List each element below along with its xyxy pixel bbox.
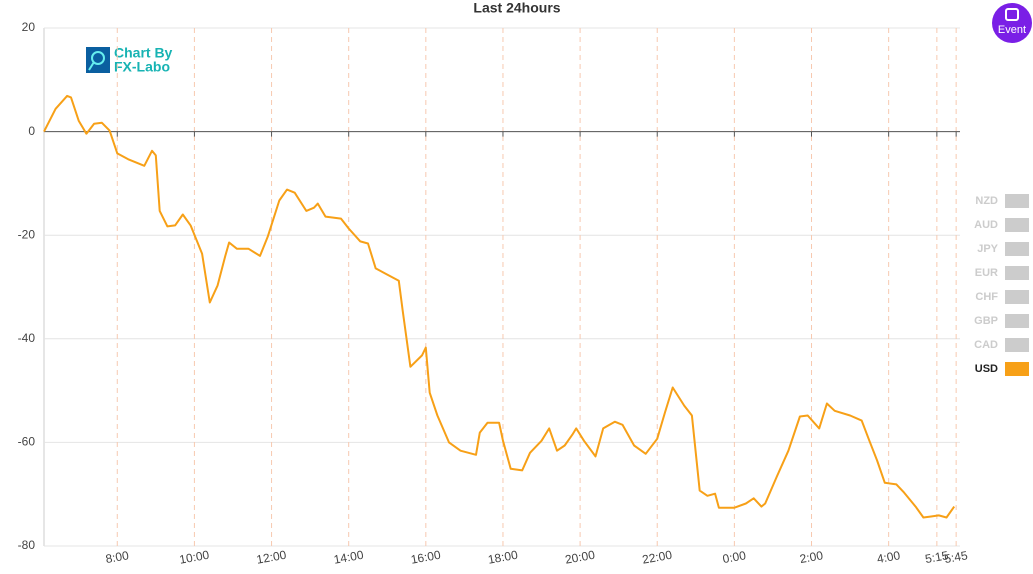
- x-tick-label: 4:00: [876, 548, 902, 566]
- legend-label: CAD: [974, 339, 998, 351]
- x-tick-label: 22:00: [641, 548, 673, 567]
- watermark: Chart By FX-Labo: [86, 45, 173, 75]
- x-tick-label: 12:00: [255, 548, 287, 567]
- x-tick-label: 10:00: [178, 548, 210, 567]
- logo-lens: [91, 51, 105, 65]
- x-tick-label: 18:00: [487, 548, 519, 567]
- legend-label: CHF: [975, 291, 998, 303]
- chart-title: Last 24hours: [473, 0, 560, 16]
- legend-swatch: [1005, 362, 1029, 376]
- watermark-line: FX-Labo: [114, 59, 170, 75]
- legend-label: NZD: [975, 195, 998, 207]
- legend-label: JPY: [977, 243, 998, 255]
- line-series: [43, 94, 956, 519]
- x-tick-label: 5:45: [943, 548, 969, 566]
- legend-swatch: [1005, 338, 1029, 352]
- y-tick-label: 20: [22, 20, 36, 34]
- x-tick-label: 14:00: [333, 548, 365, 567]
- x-tick-label: 0:00: [722, 548, 748, 566]
- event-circle[interactable]: [992, 3, 1032, 43]
- y-tick-label: -40: [18, 331, 36, 345]
- y-tick-label: -20: [18, 227, 36, 241]
- logo-handle: [88, 61, 95, 71]
- legend-swatch: [1005, 242, 1029, 256]
- legend-swatch: [1005, 290, 1029, 304]
- x-tick-label: 16:00: [410, 548, 442, 567]
- x-tick-label: 2:00: [799, 548, 825, 566]
- legend-swatch: [1005, 266, 1029, 280]
- legend-label: AUD: [974, 219, 998, 231]
- y-tick-label: -80: [18, 538, 36, 552]
- legend-label: EUR: [975, 267, 998, 279]
- x-tick-label: 20:00: [564, 548, 596, 567]
- y-tick-label: 0: [28, 124, 35, 138]
- event-button[interactable]: Event: [992, 3, 1032, 43]
- legend-swatch: [1005, 218, 1029, 232]
- legend-swatch: [1005, 194, 1029, 208]
- event-label[interactable]: Event: [998, 24, 1026, 36]
- legend-swatch: [1005, 314, 1029, 328]
- watermark-line: Chart By: [114, 45, 173, 61]
- legend-label: USD: [975, 363, 998, 375]
- y-tick-label: -60: [18, 435, 36, 449]
- x-tick-label: 8:00: [104, 548, 130, 566]
- x-tick-label: 5:15: [924, 548, 950, 566]
- event-icon: [1005, 8, 1019, 21]
- legend-label: GBP: [974, 315, 998, 327]
